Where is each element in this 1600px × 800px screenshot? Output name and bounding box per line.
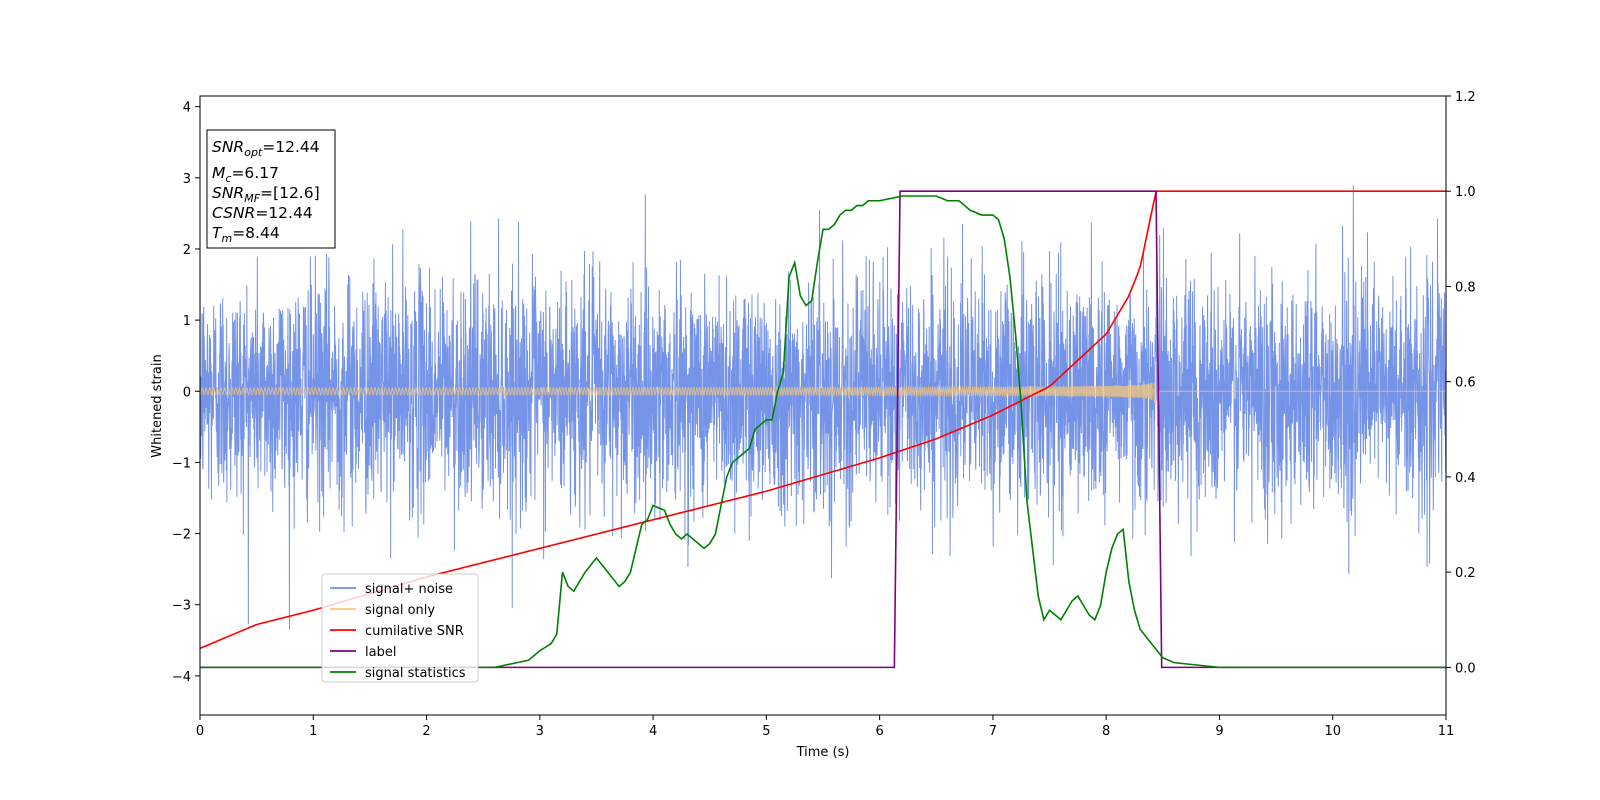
x-tick-label: 3 (536, 724, 544, 739)
legend-label: cumilative SNR (365, 624, 464, 639)
info-snr-opt-value: =12.44 (262, 138, 319, 156)
y-axis-right: 0.0 0.2 0.4 0.6 0.8 1.0 1.2 (1446, 90, 1476, 676)
y-tick-label: 3 (183, 172, 191, 187)
y-axis-left: −4 −3 −2 −1 0 1 2 3 4 (172, 101, 200, 685)
label-line (200, 190, 1446, 669)
x-tick-label: 1 (309, 724, 317, 739)
signal-only-series (200, 382, 1446, 405)
info-tm-sub: m (221, 232, 232, 245)
legend: signal+ noise signal only cumilative SNR la… (321, 573, 479, 683)
x-tick-label: 9 (1215, 724, 1223, 739)
y-tick-label: 0 (183, 385, 191, 400)
info-csnr-base: CSNR (212, 204, 255, 222)
y-tick-label: −1 (172, 456, 191, 471)
info-snr-mf-value: =[12.6] (260, 184, 320, 202)
legend-label: label (365, 645, 396, 660)
info-tm-value: =8.44 (232, 224, 280, 242)
signal-statistics-line (200, 195, 1446, 669)
y-tick-label: −4 (172, 670, 191, 685)
legend-label: signal+ noise (365, 582, 453, 597)
y-tick-label: 4 (183, 101, 191, 116)
y2-tick-label: 0.2 (1455, 566, 1476, 581)
info-snr-opt-sub: opt (244, 146, 263, 159)
plot-frame (199, 95, 1447, 716)
info-csnr-value: =12.44 (255, 204, 312, 222)
info-csnr: CSNR=12.44 (212, 204, 313, 222)
info-snr-mf-base: SNR (212, 184, 244, 202)
y2-tick-label: 0.0 (1455, 661, 1476, 676)
y-tick-label: −2 (172, 528, 191, 543)
info-box-frame (206, 129, 336, 249)
y-tick-label: 1 (183, 314, 191, 329)
x-tick-label: 0 (196, 724, 204, 739)
x-tick-label: 6 (875, 724, 883, 739)
info-snr-opt: SNRopt=12.44 (212, 138, 320, 159)
info-tm-base: T (212, 224, 223, 242)
info-mc-base: M (212, 164, 225, 182)
y2-tick-label: 0.4 (1455, 471, 1476, 486)
y2-tick-label: 1.0 (1455, 185, 1476, 200)
info-snr-mf: SNRMF=[12.6] (212, 184, 320, 205)
signal-noise-line (200, 185, 1446, 630)
x-tick-label: 4 (649, 724, 657, 739)
info-box: SNRopt=12.44 Mc=6.17 SNRMF=[12.6] CSNR=1… (206, 129, 336, 249)
x-axis: 0 1 2 3 4 5 6 7 8 9 10 11 (196, 715, 1454, 739)
x-tick-label: 11 (1438, 724, 1455, 739)
info-mc: Mc=6.17 (212, 164, 279, 185)
info-mc-value: =6.17 (231, 164, 279, 182)
y2-tick-label: 1.2 (1455, 90, 1476, 105)
y-axis-label: Whitened strain (150, 354, 165, 457)
legend-label: signal only (365, 603, 435, 618)
legend-frame (321, 573, 479, 683)
legend-label: signal statistics (365, 666, 466, 681)
info-snr-mf-sub: MF (244, 192, 260, 205)
signal-only-line (200, 382, 1446, 405)
signal-noise-series (200, 185, 1446, 630)
y-tick-label: 2 (183, 243, 191, 258)
y-tick-label: −3 (172, 599, 191, 614)
info-snr-opt-base: SNR (212, 138, 244, 156)
x-tick-label: 2 (422, 724, 430, 739)
y2-tick-label: 0.8 (1455, 280, 1476, 295)
y2-tick-label: 0.6 (1455, 376, 1476, 391)
x-tick-label: 10 (1324, 724, 1341, 739)
x-axis-label: Time (s) (796, 745, 850, 760)
x-tick-label: 7 (989, 724, 997, 739)
info-tm: Tm=8.44 (212, 224, 280, 245)
x-tick-label: 8 (1102, 724, 1110, 739)
info-mc-sub: c (225, 172, 231, 185)
x-tick-label: 5 (762, 724, 770, 739)
